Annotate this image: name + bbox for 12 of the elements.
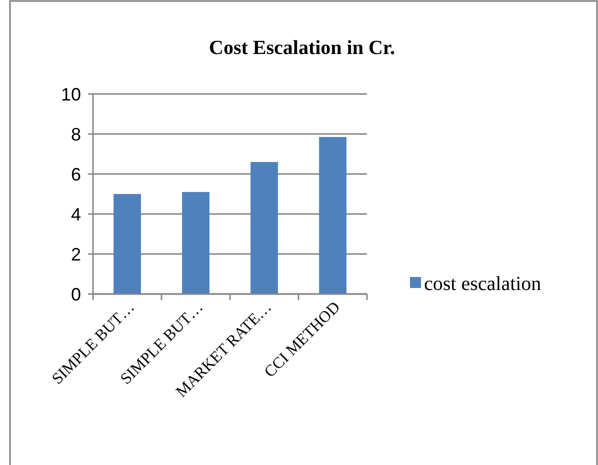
y-tick-label: 8: [70, 124, 81, 144]
y-tick-label: 10: [60, 84, 81, 104]
legend-label: cost escalation: [424, 273, 542, 295]
y-tick-label: 6: [70, 164, 81, 184]
chart-title: Cost Escalation in Cr.: [209, 37, 395, 59]
y-tick-label: 0: [70, 284, 81, 304]
y-tick-label: 4: [70, 204, 81, 224]
y-tick-label: 2: [70, 244, 81, 264]
bar: [182, 192, 210, 294]
bar: [114, 194, 141, 294]
bar: [319, 137, 346, 294]
bar: [250, 162, 278, 294]
